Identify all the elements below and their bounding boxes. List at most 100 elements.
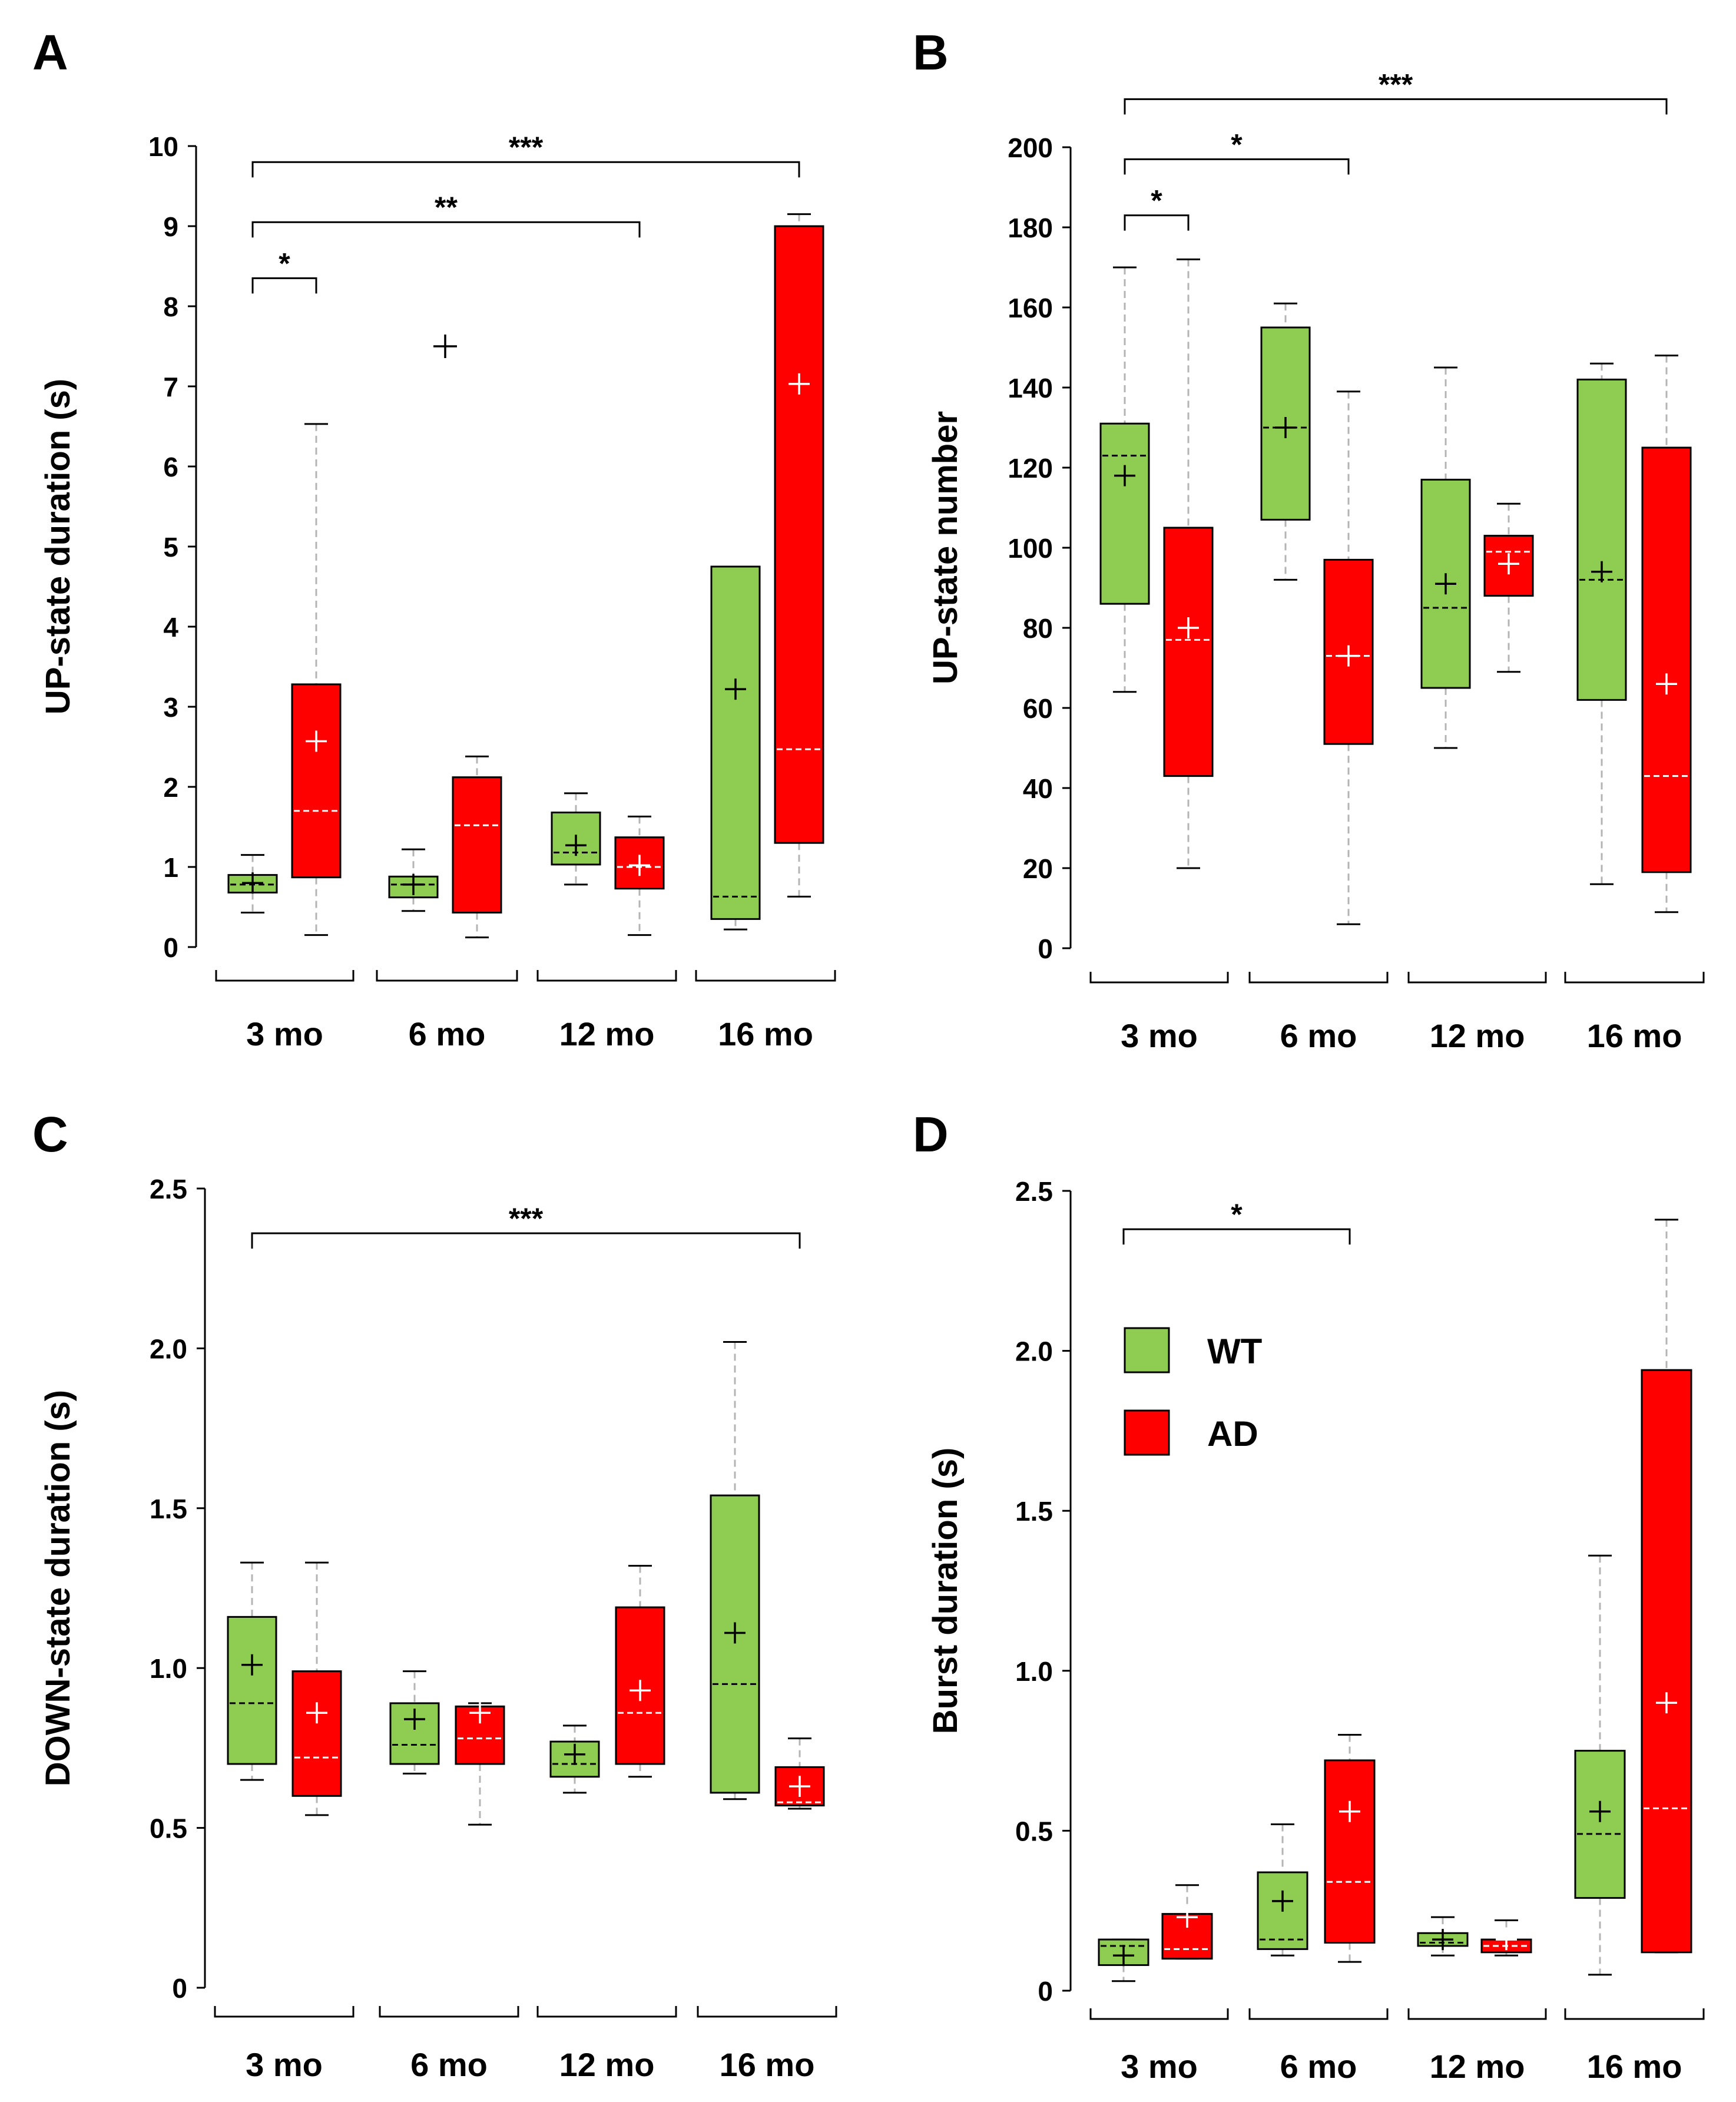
y-axis-title: UP-state number [926, 411, 965, 684]
category-bracket [215, 970, 355, 982]
significance-label: *** [509, 1202, 544, 1235]
box-WT-6mo [1257, 1823, 1308, 1957]
y-tick-label: 0.5 [1015, 1816, 1053, 1846]
box-AD-16mo [774, 1737, 825, 1810]
box-WT-3mo [1098, 1938, 1149, 1982]
y-tick-label: 60 [1023, 693, 1053, 724]
significance-bracket [1122, 1228, 1351, 1245]
mean-marker [1432, 1929, 1453, 1951]
mean-marker [1272, 1890, 1293, 1912]
y-tick-label: 200 [1008, 133, 1053, 163]
category-bracket [1089, 972, 1229, 984]
mean-marker [241, 1654, 263, 1676]
mean-marker [630, 1680, 651, 1702]
mean-marker [789, 1776, 810, 1798]
mean-marker [1498, 553, 1519, 575]
mean-marker [404, 1709, 425, 1730]
box-AD-3mo [291, 423, 342, 936]
iqr-box [1257, 1871, 1308, 1950]
box-WT-16mo [1576, 362, 1627, 885]
y-tick-label: 0 [1038, 934, 1053, 964]
significance-label: * [1231, 1198, 1243, 1231]
iqr-box [227, 1616, 277, 1765]
mean-marker [1589, 1800, 1611, 1822]
box-AD-6mo [1323, 390, 1374, 925]
category-label: 6 mo [410, 2046, 488, 2083]
category-bracket [1407, 972, 1547, 984]
category-label: 16 mo [1587, 1017, 1682, 1054]
iqr-box [1576, 378, 1627, 701]
iqr-box [291, 1670, 342, 1797]
category-bracket [1089, 2008, 1229, 2020]
box-AD-3mo [1163, 258, 1214, 869]
box-AD-16mo [1641, 1219, 1692, 1954]
category-bracket [376, 970, 518, 982]
mean-marker [306, 1702, 327, 1724]
box-AD-6mo [455, 1702, 505, 1826]
box-WT-16mo [1574, 1554, 1626, 1976]
y-tick-label: 1.5 [150, 1494, 187, 1524]
iqr-box [1574, 1750, 1626, 1899]
y-tick-label: 9 [163, 211, 178, 242]
box-AD-12mo [615, 1565, 665, 1778]
iqr-box [1641, 1369, 1692, 1954]
y-tick-label: 1 [163, 852, 178, 883]
mean-marker [724, 1622, 746, 1644]
box-AD-3mo [1161, 1884, 1213, 1960]
box-WT-6mo [388, 848, 439, 912]
category-bracket [1407, 2008, 1547, 2020]
category-label: 3 mo [246, 1015, 323, 1052]
mean-marker [725, 678, 746, 700]
y-tick-label: 100 [1008, 533, 1053, 564]
y-tick-label: 1.0 [150, 1653, 187, 1684]
significance-label: * [1231, 128, 1243, 161]
category-bracket [536, 2006, 677, 2018]
y-tick-label: 1.0 [1015, 1656, 1053, 1687]
y-tick-label: 10 [148, 131, 178, 162]
category-label: 16 mo [720, 2046, 815, 2083]
mean-marker [1339, 1800, 1360, 1822]
y-tick-label: 2 [163, 772, 178, 803]
y-tick-label: 3 [163, 692, 178, 723]
iqr-box [1324, 1759, 1376, 1944]
category-label: 12 mo [559, 1015, 655, 1052]
mean-marker [1113, 1945, 1134, 1967]
iqr-box [1641, 446, 1692, 873]
y-tick-label: 140 [1008, 373, 1053, 403]
panel-A: A 0 1 2 3 4 5 6 7 8 9 10 UP-state duration (s) 3 mo 6 … [32, 25, 836, 1052]
box-AD-3mo [291, 1561, 342, 1816]
box-WT-12mo [1420, 366, 1471, 749]
significance-bracket [1124, 98, 1668, 115]
significance-bracket [251, 1232, 801, 1249]
mean-marker [1338, 645, 1359, 667]
box-AD-16mo [774, 213, 824, 898]
iqr-box [614, 836, 665, 890]
category-bracket [695, 970, 836, 982]
y-axis-title: DOWN-state duration (s) [39, 1390, 77, 1786]
y-tick-label: 160 [1008, 293, 1053, 323]
significance-label: * [279, 247, 290, 280]
mean-marker [565, 835, 587, 856]
mean-marker [1435, 573, 1456, 595]
category-bracket [214, 2006, 355, 2018]
significance-label: * [1151, 184, 1162, 217]
box-WT-12mo [1417, 1916, 1469, 1957]
mean-marker [242, 872, 263, 894]
y-tick-label: 120 [1008, 453, 1053, 484]
significance-bracket [251, 277, 317, 294]
category-label: 3 mo [1121, 1017, 1198, 1054]
legend: WT AD [1124, 1327, 1262, 1456]
box-AD-12mo [1480, 1919, 1532, 1957]
iqr-box [710, 1494, 760, 1794]
mean-marker [403, 873, 424, 895]
y-tick-label: 5 [163, 532, 178, 562]
outlier-marker [433, 335, 457, 358]
category-bracket [536, 970, 677, 982]
y-tick-label: 2.5 [1015, 1176, 1053, 1207]
y-tick-label: 8 [163, 292, 178, 322]
iqr-box [1099, 422, 1150, 605]
y-tick-label: 80 [1023, 613, 1053, 644]
legend-swatch-WT [1124, 1327, 1170, 1373]
mean-marker [1656, 673, 1677, 695]
panel-letter: A [32, 25, 68, 80]
